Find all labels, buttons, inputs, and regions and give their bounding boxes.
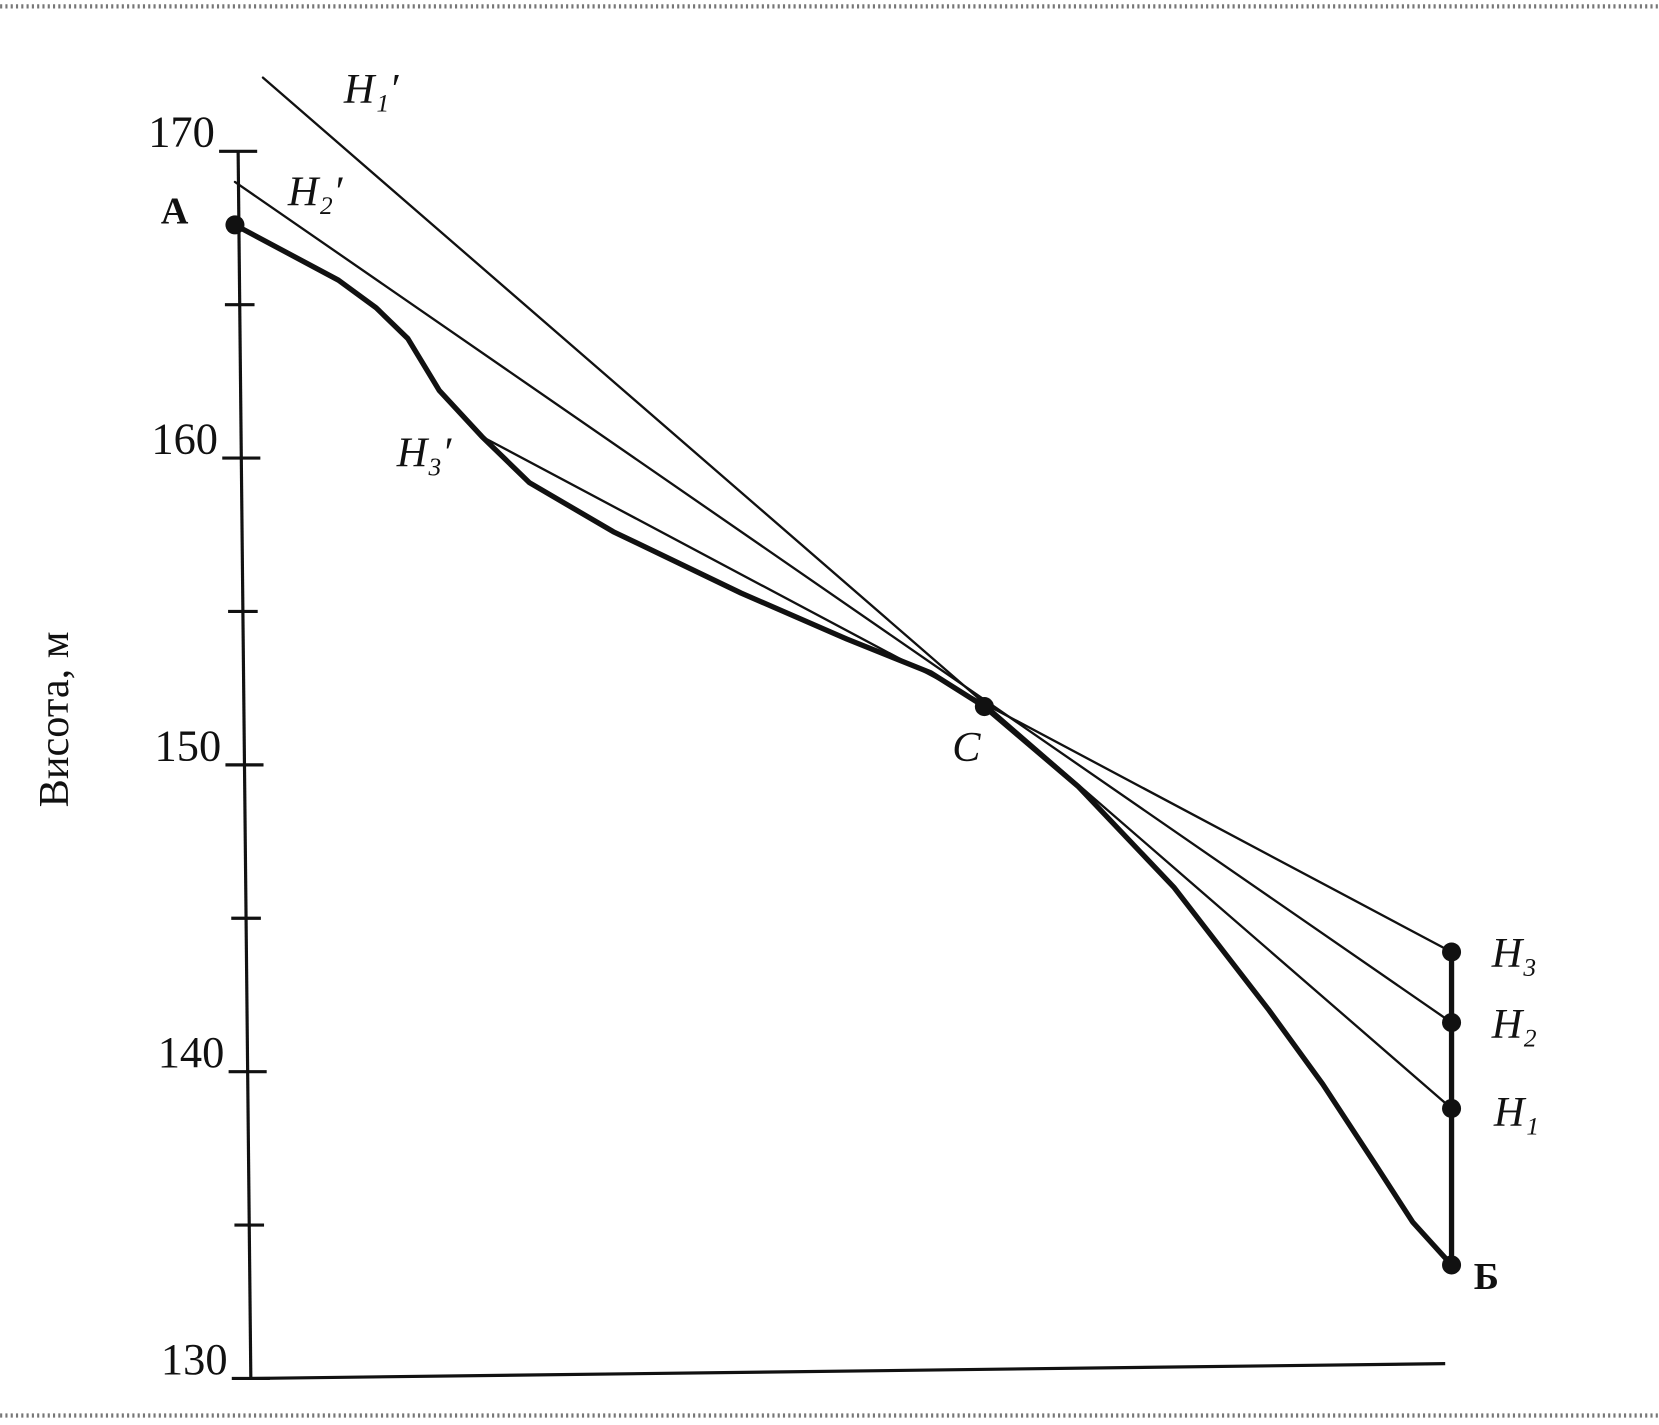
x-axis: [250, 1362, 1446, 1381]
y-tick-label: 150: [155, 720, 222, 770]
point-label: H₃: [1491, 930, 1537, 977]
point: [1442, 1255, 1462, 1275]
point-label: H₂: [1491, 1001, 1537, 1048]
y-tick-label: 130: [161, 1334, 228, 1384]
point: [1442, 942, 1462, 962]
y-tick-label: 160: [151, 413, 218, 463]
point: [974, 697, 994, 717]
profile-line: [232, 222, 1455, 1268]
gradient-line: [480, 435, 1453, 954]
point-label: H₁: [1493, 1089, 1539, 1136]
point: [225, 215, 245, 235]
point-label: H₂′: [287, 168, 343, 215]
gradient-line: [233, 180, 1453, 1024]
point-label: A: [161, 190, 189, 232]
point-label: Б: [1474, 1256, 1499, 1298]
point-label: C: [952, 724, 981, 771]
point-label: H₁′: [343, 66, 399, 113]
gradient-line: [261, 76, 1453, 1110]
y-tick-label: 140: [158, 1027, 225, 1077]
point: [1442, 1013, 1462, 1033]
point: [1442, 1098, 1462, 1118]
y-axis-label: Висота, м: [31, 631, 78, 807]
point-label: H₃′: [396, 430, 452, 477]
y-tick-label: 170: [148, 107, 215, 157]
